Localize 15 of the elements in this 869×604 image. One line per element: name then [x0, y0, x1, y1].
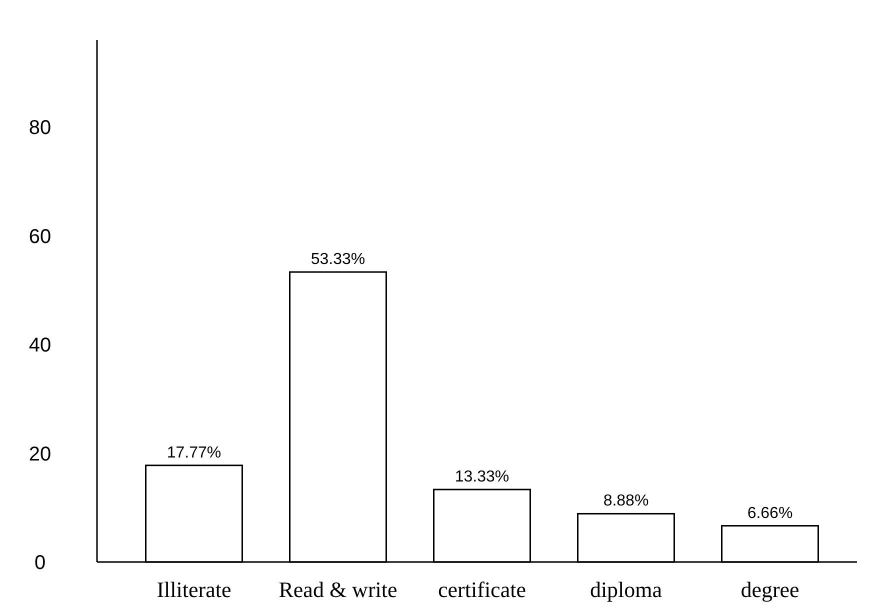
y-tick-label: 0	[34, 552, 46, 574]
y-tick-label: 80	[28, 117, 52, 139]
data-label: 13.33%	[454, 468, 510, 486]
x-tick-label: diploma	[590, 577, 662, 602]
x-tick-label: certificate	[438, 577, 526, 602]
x-tick-label: Illiterate	[156, 577, 232, 602]
data-label: 6.66%	[747, 504, 793, 522]
data-label: 53.33%	[310, 251, 366, 268]
x-tick-label: degree	[740, 577, 800, 602]
y-tick-label: 40	[28, 334, 52, 356]
y-tick-label: 20	[28, 443, 52, 466]
data-label: 8.88%	[603, 492, 649, 510]
data-label: 17.77%	[166, 444, 222, 462]
x-tick-label: Read & write	[278, 577, 398, 602]
y-tick-label: 60	[28, 226, 52, 248]
